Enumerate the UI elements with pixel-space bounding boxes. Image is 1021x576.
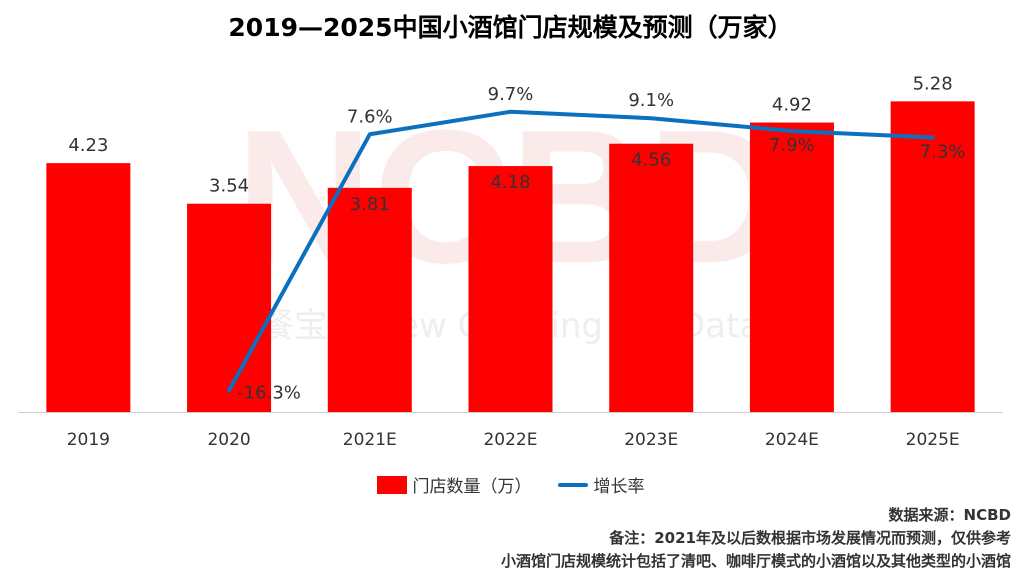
source-note: 数据来源：NCBD bbox=[888, 506, 1011, 524]
chart-title: 2019—2025中国小酒馆门店规模及预测（万家） bbox=[228, 13, 793, 42]
bar-value-label: 4.23 bbox=[68, 135, 108, 156]
legend-item-line: 增长率 bbox=[557, 472, 645, 497]
x-tick-label: 2025E bbox=[906, 430, 960, 450]
legend-swatch-line bbox=[557, 482, 588, 487]
bar bbox=[890, 101, 975, 413]
legend-swatch-bar bbox=[376, 475, 407, 494]
legend: 门店数量（万） 增长率 bbox=[0, 472, 1021, 497]
x-tick-label: 2020 bbox=[207, 430, 250, 450]
bar-value-label: 3.54 bbox=[209, 176, 249, 197]
growth-value-label: -16.3% bbox=[237, 382, 301, 403]
legend-item-bar: 门店数量（万） bbox=[376, 472, 532, 497]
x-tick-label: 2024E bbox=[765, 430, 819, 450]
x-tick-label: 2023E bbox=[624, 430, 678, 450]
remark-note: 备注：2021年及以后数根据市场发展情况而预测，仅供参考 bbox=[609, 529, 1011, 547]
x-tick-label: 2019 bbox=[67, 430, 110, 450]
growth-value-label: 7.6% bbox=[347, 106, 393, 127]
bar-value-label: 4.56 bbox=[631, 150, 671, 171]
bar-value-label: 5.28 bbox=[913, 73, 953, 94]
growth-line bbox=[227, 109, 935, 393]
bar-value-label: 4.92 bbox=[772, 95, 812, 116]
scope-note: 小酒馆门店规模统计包括了清吧、咖啡厅模式的小酒馆以及其他类型的小酒馆 bbox=[500, 552, 1011, 570]
x-tick-label: 2022E bbox=[483, 430, 537, 450]
chart-notes: 数据来源：NCBD 备注：2021年及以后数根据市场发展情况而预测，仅供参考 小… bbox=[501, 504, 1011, 573]
bar bbox=[327, 187, 412, 412]
growth-value-label: 9.1% bbox=[628, 90, 674, 111]
bar-value-label: 3.81 bbox=[350, 194, 390, 215]
growth-value-label: 7.3% bbox=[920, 142, 966, 163]
bar-value-label: 4.18 bbox=[490, 172, 530, 193]
growth-value-label: 7.9% bbox=[769, 135, 815, 156]
bar bbox=[749, 122, 834, 412]
legend-label-bar: 门店数量（万） bbox=[412, 477, 532, 497]
x-tick-label: 2021E bbox=[343, 430, 397, 450]
bar bbox=[468, 166, 553, 412]
bar bbox=[609, 143, 694, 412]
legend-label-line: 增长率 bbox=[593, 477, 645, 497]
bar bbox=[187, 203, 272, 412]
growth-value-label: 9.7% bbox=[488, 84, 534, 105]
bar bbox=[46, 163, 131, 412]
